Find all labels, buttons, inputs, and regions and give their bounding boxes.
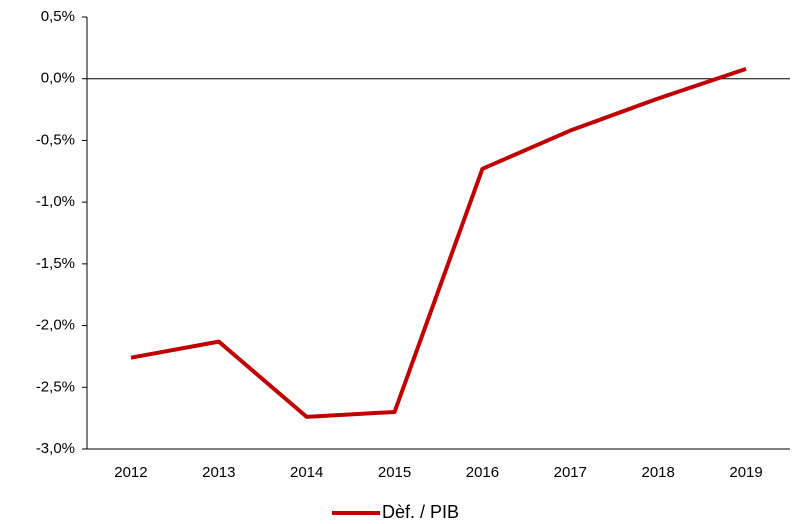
x-tick-label: 2014 — [290, 464, 323, 481]
x-tick-label: 2015 — [378, 464, 411, 481]
x-tick-label: 2018 — [642, 464, 675, 481]
x-tick-label: 2017 — [554, 464, 587, 481]
y-tick-label: -2,0% — [36, 317, 75, 334]
y-tick-label: -1,5% — [36, 255, 75, 272]
series-line — [130, 66, 747, 419]
y-tick-label: -0,5% — [36, 131, 75, 148]
y-tick-label: -3,0% — [36, 440, 75, 457]
x-tick-label: 2013 — [202, 464, 235, 481]
x-tick-label: 2016 — [466, 464, 499, 481]
y-tick-label: -2,5% — [36, 378, 75, 395]
legend-label: Dèf. / PIB — [382, 502, 459, 522]
y-tick-label: 0,0% — [41, 70, 75, 87]
x-tick-label: 2019 — [729, 464, 762, 481]
y-tick-label: 0,5% — [41, 8, 75, 25]
y-tick-label: -1,0% — [36, 193, 75, 210]
x-tick-label: 2012 — [114, 464, 147, 481]
